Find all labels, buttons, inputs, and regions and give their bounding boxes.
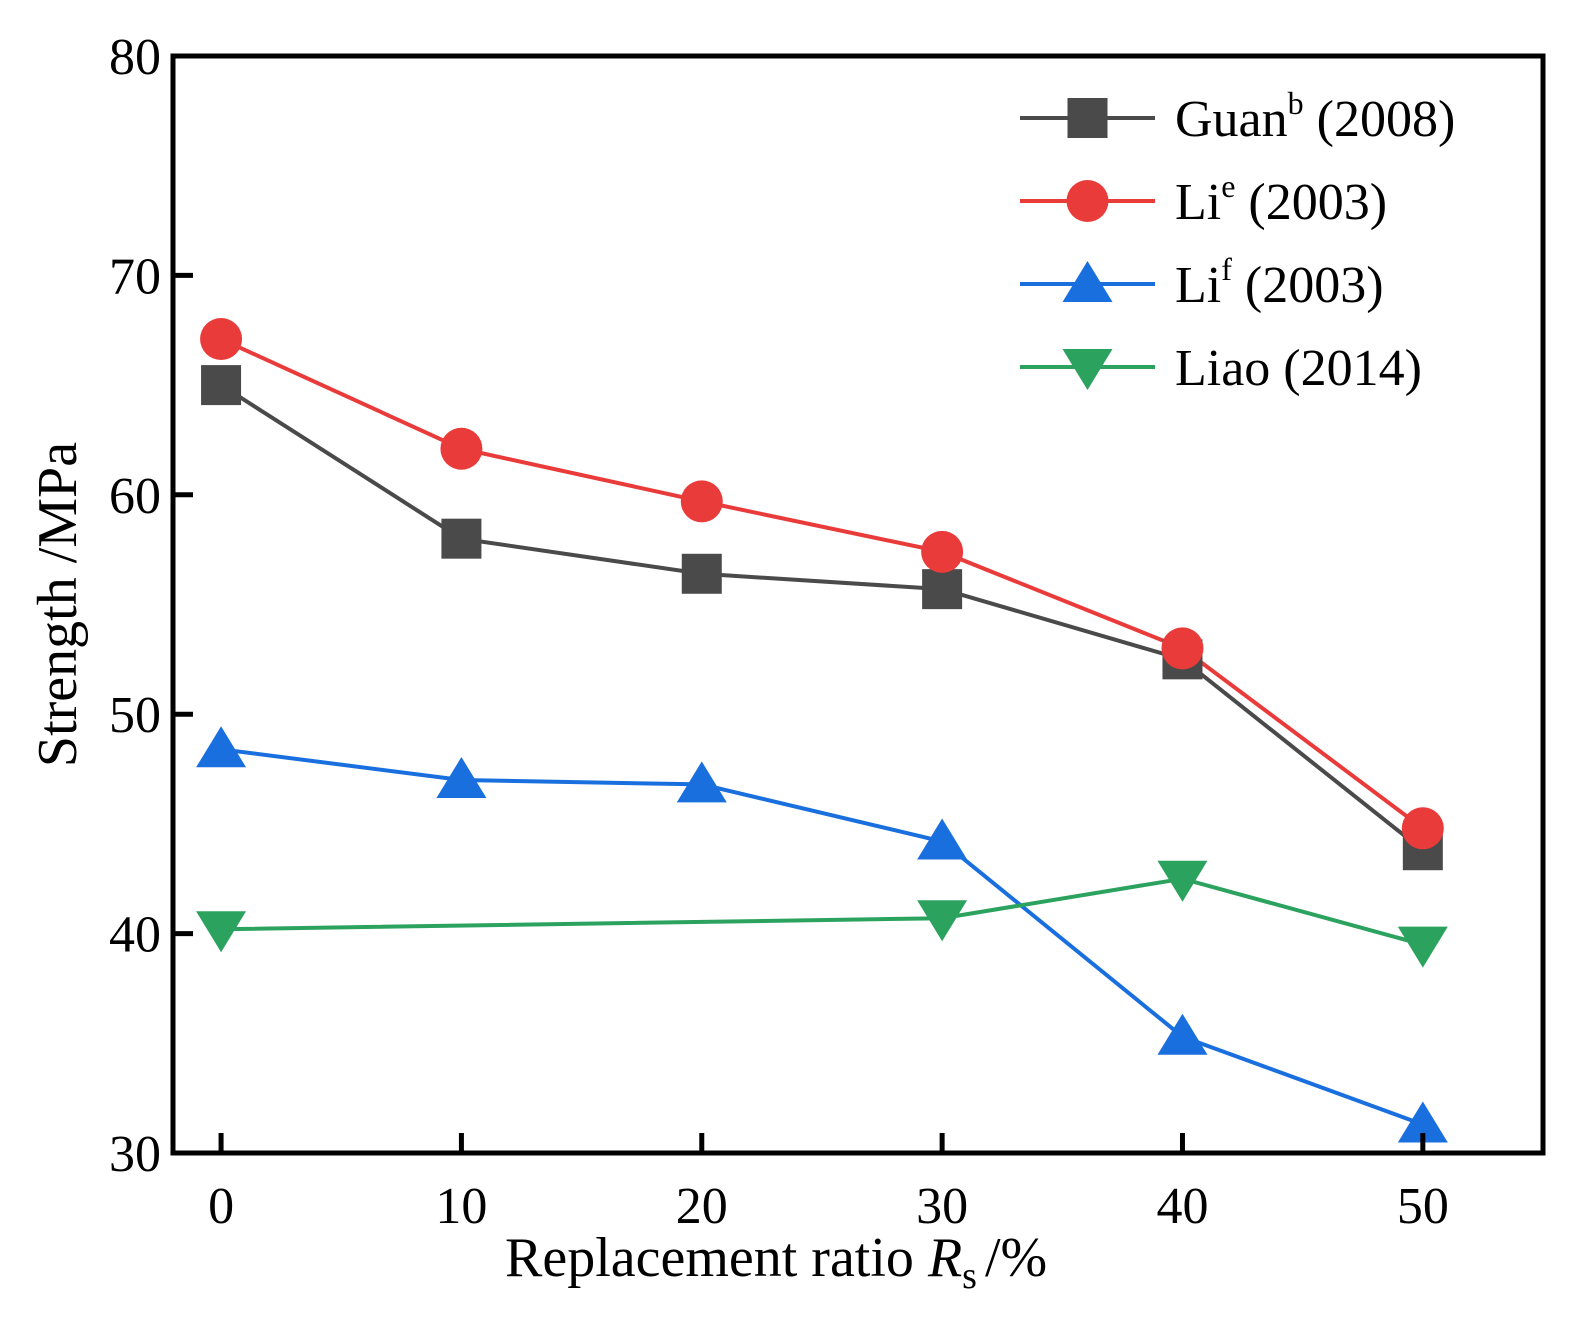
series-line-1: [219, 383, 1425, 852]
x-tick-label-50: 50: [1397, 1178, 1449, 1235]
data-point-s2-2: [440, 427, 483, 470]
x-tick-label-30: 30: [916, 1178, 968, 1235]
plot-area: [196, 318, 1448, 1143]
legend: Guanb (2008) Lie (2003) Lif (2003) Liao (20…: [1020, 85, 1455, 397]
data-point-s3-4: [917, 818, 968, 860]
data-point-s1-1: [201, 365, 242, 406]
data-point-s2-5: [1161, 627, 1204, 670]
data-point-s3-1: [196, 726, 247, 768]
series-line-4: [221, 876, 1424, 947]
legend-label-4: Liao (2014): [1175, 340, 1422, 397]
series-line-2: [220, 337, 1425, 830]
data-point-s3-5: [1157, 1013, 1208, 1055]
x-tick-label-20: 20: [676, 1178, 728, 1235]
x-axis-title-symbol: R: [927, 1227, 962, 1289]
legend-label-1: Guanb (2008): [1175, 85, 1455, 148]
plot-frame: [170, 53, 1546, 1156]
y-tick-label-50: 50: [109, 687, 161, 744]
data-point-s2-1: [200, 318, 243, 361]
data-point-s2-6: [1401, 807, 1444, 850]
data-point-s1-2: [441, 518, 482, 559]
data-point-s1-3: [681, 553, 722, 594]
data-point-s1-4: [922, 569, 963, 610]
data-point-s2-3: [680, 480, 723, 523]
data-point-s4-2: [917, 900, 968, 942]
y-tick-label-80: 80: [109, 29, 161, 86]
axes: 0 10 20 30 40 50 30 40 50 60 70 80: [109, 29, 1546, 1235]
x-tick-label-40: 40: [1156, 1178, 1208, 1235]
data-point-s4-4: [1397, 926, 1448, 968]
legend-marker-3: [1062, 261, 1113, 302]
data-point-s3-3: [676, 761, 727, 803]
legend-marker-2: [1066, 180, 1109, 222]
legend-marker-1: [1067, 98, 1108, 138]
data-point-s4-3: [1157, 860, 1208, 902]
y-axis-title: Strength /MPa: [27, 442, 89, 767]
data-point-s3-2: [436, 757, 487, 799]
y-tick-label-60: 60: [109, 468, 161, 525]
x-tick-label-0: 0: [208, 1178, 234, 1235]
x-axis-title-unit: /%: [985, 1227, 1047, 1289]
data-point-s2-4: [921, 530, 964, 573]
x-axis-title-subscript: s: [962, 1255, 977, 1297]
data-point-s3-6: [1397, 1101, 1448, 1143]
legend-label-3: Lif (2003): [1175, 251, 1384, 314]
legend-marker-4: [1062, 349, 1113, 390]
x-tick-label-10: 10: [435, 1178, 487, 1235]
y-tick-label-40: 40: [109, 907, 161, 964]
y-tick-label-70: 70: [109, 248, 161, 305]
data-point-s4-1: [196, 911, 247, 953]
legend-label-2: Lie (2003): [1175, 168, 1387, 231]
series-line-3: [220, 747, 1424, 1127]
x-axis-title-text: Replacement ratio: [505, 1227, 914, 1289]
y-tick-label-30: 30: [109, 1126, 161, 1183]
x-axis-title: Replacement ratio Rs/%: [505, 1227, 1047, 1297]
